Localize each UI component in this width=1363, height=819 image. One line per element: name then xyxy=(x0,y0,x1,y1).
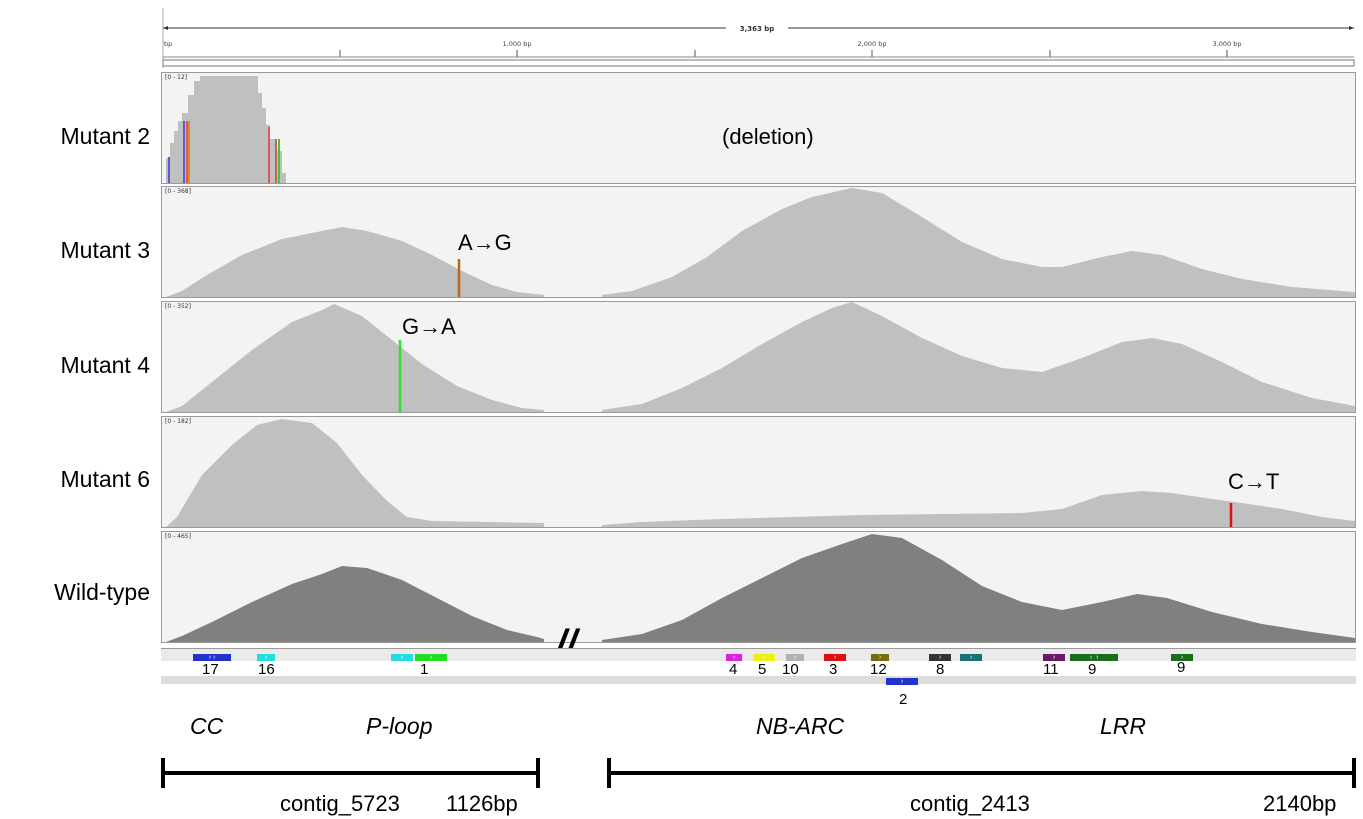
track-range-mutant-6: [0 - 182] xyxy=(165,418,191,425)
feature-16[interactable]: › xyxy=(257,654,275,661)
ruler-tick-3000: 3,000 bp xyxy=(1213,40,1242,48)
contig-right-name: contig_2413 xyxy=(910,791,1030,816)
coverage-plot-wild-type xyxy=(166,534,1355,642)
contig-left-length: 1126bp xyxy=(446,791,518,816)
feature-5[interactable]: › xyxy=(753,654,775,661)
feature-2[interactable]: › xyxy=(886,678,918,685)
contig-right-bar-start xyxy=(607,758,611,788)
ruler-left-arrow-icon xyxy=(163,26,168,30)
ruler-tick-1000: 1,000 bp xyxy=(503,40,532,48)
feature-number-4: 4 xyxy=(729,661,738,678)
contig-right-bar xyxy=(607,771,1356,775)
mutation-label-mutant-6: C→T xyxy=(1228,469,1280,494)
coverage-plot-mutant-6 xyxy=(166,419,1355,527)
label-wild-type: Wild-type xyxy=(54,579,150,605)
feature-17[interactable]: › › xyxy=(193,654,231,661)
ruler-bottom-bar xyxy=(162,59,1355,67)
feature-number-9b: 9 xyxy=(1177,659,1186,676)
label-mutant-3: Mutant 3 xyxy=(60,237,151,263)
domain-lrr: LRR xyxy=(1100,713,1147,739)
domain-p-loop: P-loop xyxy=(366,713,433,739)
mutation-label-mutant-3: A→G xyxy=(458,230,512,255)
contig-left-name: contig_5723 xyxy=(280,791,400,816)
coverage-track-wild-type[interactable]: [0 - 465] xyxy=(161,531,1356,643)
feature-number-12: 12 xyxy=(870,661,887,678)
feature-number-1: 1 xyxy=(420,661,429,678)
feature-number-8: 8 xyxy=(936,661,945,678)
coverage-track-mutant-3[interactable]: [0 - 368] xyxy=(161,186,1356,298)
track-range-mutant-2: [0 - 12] xyxy=(165,74,188,81)
coverage-plot-mutant-3 xyxy=(166,188,1355,297)
coverage-track-mutant-2[interactable]: [0 - 12] xyxy=(161,72,1356,184)
track-range-wild-type: [0 - 465] xyxy=(165,533,191,540)
feature-9a[interactable]: › › xyxy=(1070,654,1118,661)
feature-8[interactable]: › xyxy=(929,654,951,661)
feature-11[interactable]: › xyxy=(1043,654,1065,661)
ruler-svg: 3,363 bp bp 1,000 bp 2,000 bp 3,000 bp xyxy=(162,8,1355,68)
feature-1a[interactable]: › xyxy=(391,654,413,661)
label-mutant-6: Mutant 6 xyxy=(60,466,151,492)
feature-10[interactable]: › xyxy=(786,654,804,661)
feature-9b[interactable]: › xyxy=(1171,654,1193,661)
label-mutant-4: Mutant 4 xyxy=(60,352,151,378)
label-mutant-2: Mutant 2 xyxy=(60,123,151,149)
coverage-plot-mutant-4 xyxy=(166,302,1355,412)
ruler-start: bp xyxy=(164,40,172,48)
track-range-mutant-3: [0 - 368] xyxy=(165,188,191,195)
ruler-tick-2000: 2,000 bp xyxy=(858,40,887,48)
track-range-mutant-4: [0 - 352] xyxy=(165,303,191,310)
mutation-label-mutant-4: G→A xyxy=(402,314,456,339)
feature-track-lower xyxy=(161,676,1356,684)
deletion-label: (deletion) xyxy=(722,124,814,149)
feature-track[interactable]: › › › › › › › › › › › › › › › › xyxy=(161,648,1356,661)
contig-left-bar-end xyxy=(536,758,540,788)
contig-right-length: 2140bp xyxy=(1263,791,1337,816)
ruler: 3,363 bp bp 1,000 bp 2,000 bp 3,000 bp xyxy=(161,8,1356,68)
coverage-track-mutant-6[interactable]: [0 - 182] xyxy=(161,416,1356,528)
contig-right-bar-end xyxy=(1352,758,1356,788)
coverage-track-mutant-4[interactable]: [0 - 352] xyxy=(161,301,1356,413)
feature-number-5: 5 xyxy=(758,661,767,678)
domain-nb-arc: NB-ARC xyxy=(756,713,845,739)
feature-1b[interactable]: › xyxy=(415,654,447,661)
domain-cc: CC xyxy=(190,713,224,739)
feature-3[interactable]: › xyxy=(824,654,846,661)
contig-left-bar xyxy=(161,771,540,775)
coverage-plot-mutant-2 xyxy=(166,76,286,183)
ruler-total: 3,363 bp xyxy=(740,25,775,33)
feature-number-9a: 9 xyxy=(1088,661,1097,678)
feature-number-17: 17 xyxy=(202,661,219,678)
feature-number-10: 10 xyxy=(782,661,799,678)
feature-number-11: 11 xyxy=(1043,661,1059,678)
feature-12[interactable]: › xyxy=(871,654,889,661)
feature-8b[interactable]: › xyxy=(960,654,982,661)
feature-number-16: 16 xyxy=(258,661,275,678)
ruler-right-arrow-icon xyxy=(1349,26,1354,30)
feature-number-3: 3 xyxy=(829,661,838,678)
contig-left-bar-start xyxy=(161,758,165,788)
feature-number-2: 2 xyxy=(899,691,908,708)
feature-4[interactable]: › xyxy=(726,654,742,661)
